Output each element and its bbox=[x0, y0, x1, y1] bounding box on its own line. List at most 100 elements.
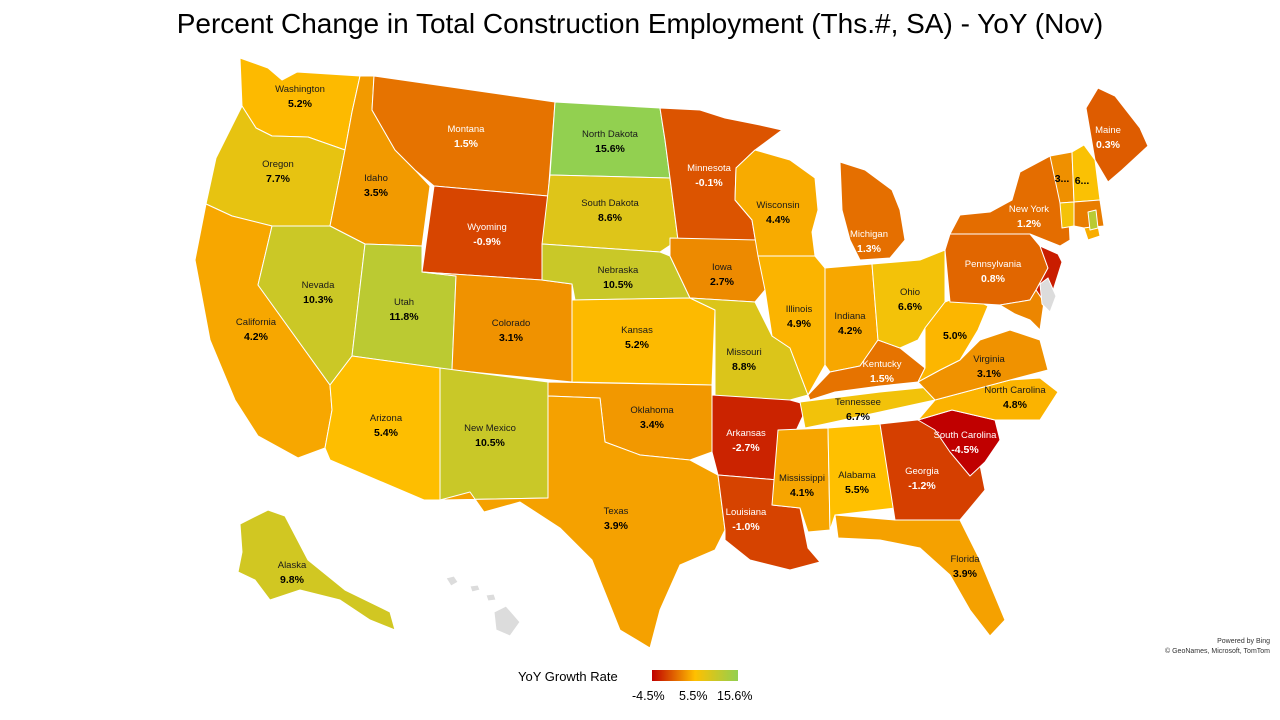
state-value-label: 10.5% bbox=[603, 279, 633, 291]
state-north-carolina bbox=[917, 377, 1059, 421]
state-name-label: Georgia bbox=[905, 466, 940, 477]
state-value-label: -0.9% bbox=[473, 236, 501, 248]
state-value-label: 10.3% bbox=[303, 294, 333, 306]
legend-min-label: -4.5% bbox=[632, 689, 665, 703]
map-attribution: Powered by Bing © GeoNames, Microsoft, T… bbox=[1165, 637, 1270, 657]
state-name-label: Montana bbox=[448, 124, 486, 135]
state-value-label: 11.8% bbox=[389, 311, 419, 323]
state-new-mexico bbox=[439, 367, 549, 501]
state-value-label: 3.5% bbox=[364, 187, 389, 199]
hawaii-island bbox=[445, 575, 459, 587]
state-value-label: 4.1% bbox=[790, 487, 815, 499]
state-value-label: 1.3% bbox=[857, 243, 882, 255]
state-value-label: 0.8% bbox=[981, 273, 1006, 285]
state-north-dakota bbox=[549, 101, 671, 179]
state-name-label: North Carolina bbox=[984, 385, 1046, 396]
state-illinois bbox=[757, 255, 831, 396]
state-region-44 bbox=[999, 289, 1045, 331]
state-name-label: Nebraska bbox=[598, 265, 639, 276]
state-value-label: 4.9% bbox=[787, 318, 812, 330]
state-name-label: Maine bbox=[1095, 125, 1121, 136]
state-name-label: Oklahoma bbox=[630, 405, 674, 416]
state-texas bbox=[439, 395, 726, 649]
state-value-label: 6.7% bbox=[846, 411, 871, 423]
state-value-label: -4.5% bbox=[951, 444, 979, 456]
legend-mid-label: 5.5% bbox=[679, 689, 708, 703]
state-name-label: Wyoming bbox=[467, 222, 507, 233]
state-region-46 bbox=[1059, 201, 1075, 229]
state-wisconsin bbox=[734, 149, 819, 257]
state-name-label: Utah bbox=[394, 297, 414, 308]
state-value-label: 4.4% bbox=[766, 214, 791, 226]
legend-color-bar bbox=[652, 670, 738, 681]
state-maine bbox=[1085, 87, 1149, 183]
state-value-label: 7.7% bbox=[266, 173, 291, 185]
state-name-label: Oregon bbox=[262, 159, 294, 170]
state-value-label: 10.5% bbox=[475, 437, 505, 449]
state-name-label: Arizona bbox=[370, 413, 403, 424]
state-name-label: Washington bbox=[275, 84, 325, 95]
state-value-label: 3.9% bbox=[953, 568, 978, 580]
state-name-label: Indiana bbox=[834, 311, 866, 322]
state-value-label: -1.0% bbox=[732, 521, 760, 533]
state-value-label: -1.2% bbox=[908, 480, 936, 492]
state-name-label: Virginia bbox=[973, 354, 1005, 365]
state-value-label: 4.8% bbox=[1003, 399, 1028, 411]
state-name-label: Missouri bbox=[726, 347, 761, 358]
state-region-48 bbox=[1087, 209, 1099, 231]
state-kansas bbox=[571, 297, 716, 386]
state-name-label: Colorado bbox=[492, 318, 531, 329]
state-name-label: Iowa bbox=[712, 262, 733, 273]
chart-title: Percent Change in Total Construction Emp… bbox=[176, 8, 1104, 39]
state-name-label: Tennessee bbox=[835, 397, 881, 408]
state-value-label: 5.2% bbox=[625, 339, 650, 351]
state-value-label: 4.2% bbox=[838, 325, 863, 337]
state-value-label: 6.6% bbox=[898, 301, 923, 313]
state-alaska bbox=[237, 509, 396, 631]
state-name-label: Illinois bbox=[786, 304, 813, 315]
state-value-label: 5.5% bbox=[845, 484, 870, 496]
state-name-label: Wisconsin bbox=[756, 200, 799, 211]
state-name-label: Idaho bbox=[364, 173, 388, 184]
state-name-label: South Carolina bbox=[934, 430, 998, 441]
legend-max-label: 15.6% bbox=[717, 689, 753, 703]
state-name-label: Nevada bbox=[302, 280, 335, 291]
state-region-41 bbox=[1071, 144, 1101, 203]
state-value-label: 5.4% bbox=[374, 427, 399, 439]
state-name-label: Texas bbox=[604, 506, 629, 517]
hawaii-island bbox=[469, 584, 481, 593]
state-name-label: South Dakota bbox=[581, 198, 639, 209]
state-florida bbox=[834, 514, 1006, 637]
state-value-label: -2.7% bbox=[732, 442, 760, 454]
state-value-label: 3.1% bbox=[977, 368, 1002, 380]
state-value-label: 1.5% bbox=[454, 138, 479, 150]
state-michigan bbox=[839, 161, 906, 261]
state-name-label: Minnesota bbox=[687, 163, 732, 174]
state-name-label: North Dakota bbox=[582, 129, 639, 140]
state-value-label: 6... bbox=[1075, 175, 1090, 187]
state-value-label: 3.9% bbox=[604, 520, 629, 532]
state-name-label: Alabama bbox=[838, 470, 876, 481]
state-name-label: New Mexico bbox=[464, 423, 516, 434]
state-name-label: Louisiana bbox=[726, 507, 767, 518]
state-new-york bbox=[949, 155, 1071, 247]
state-value-label: 8.6% bbox=[598, 212, 623, 224]
state-value-label: 1.2% bbox=[1017, 218, 1042, 230]
state-value-label: 5.0% bbox=[943, 330, 968, 342]
state-value-label: 3.4% bbox=[640, 419, 665, 431]
state-value-label: 2.7% bbox=[710, 276, 735, 288]
state-value-label: 5.2% bbox=[288, 98, 313, 110]
state-name-label: Michigan bbox=[850, 229, 888, 240]
state-value-label: 4.2% bbox=[244, 331, 269, 343]
attribution-line: Powered by Bing bbox=[1217, 638, 1270, 645]
state-name-label: California bbox=[236, 317, 277, 328]
state-value-label: 3... bbox=[1055, 173, 1070, 185]
hawaii-island bbox=[493, 605, 521, 637]
state-name-label: Arkansas bbox=[726, 428, 766, 439]
state-value-label: 15.6% bbox=[595, 143, 625, 155]
state-value-label: 9.8% bbox=[280, 574, 305, 586]
state-name-label: New York bbox=[1009, 204, 1049, 215]
state-name-label: Mississippi bbox=[779, 473, 825, 484]
state-value-label: 3.1% bbox=[499, 332, 524, 344]
